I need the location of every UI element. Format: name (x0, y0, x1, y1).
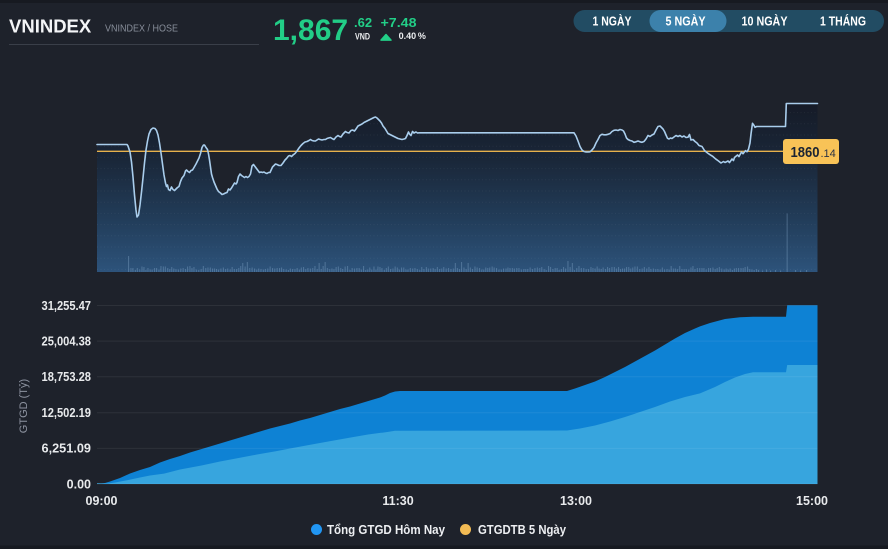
svg-text:1,867: 1,867 (273, 14, 348, 47)
svg-text:Tổng GTGD Hôm Nay: Tổng GTGD Hôm Nay (327, 522, 446, 537)
svg-text:VNINDEX / HOSE: VNINDEX / HOSE (105, 23, 178, 35)
svg-text:.14: .14 (821, 148, 836, 160)
svg-text:1 NGÀY: 1 NGÀY (593, 14, 633, 29)
svg-text:12,502.19: 12,502.19 (42, 406, 92, 420)
svg-text:15:00: 15:00 (796, 494, 828, 508)
svg-text:25,004.38: 25,004.38 (42, 334, 92, 348)
svg-text:.62: .62 (354, 15, 372, 30)
svg-text:+7.48: +7.48 (381, 15, 417, 30)
svg-text:VND: VND (355, 32, 370, 43)
svg-text:0.00: 0.00 (67, 477, 91, 491)
svg-text:5 NGÀY: 5 NGÀY (666, 14, 707, 29)
svg-text:31,255.47: 31,255.47 (42, 299, 92, 313)
svg-text:10 NGÀY: 10 NGÀY (742, 14, 789, 29)
svg-text:GTGDTB 5 Ngày: GTGDTB 5 Ngày (478, 522, 567, 537)
svg-text:13:00: 13:00 (560, 494, 592, 508)
svg-text:VNINDEX: VNINDEX (9, 16, 92, 37)
svg-text:0.40 %: 0.40 % (399, 31, 426, 41)
svg-text:1 THÁNG: 1 THÁNG (820, 14, 866, 29)
svg-text:11:30: 11:30 (382, 494, 413, 508)
svg-text:18,753.28: 18,753.28 (42, 370, 92, 384)
svg-text:6,251.09: 6,251.09 (42, 442, 92, 456)
svg-text:1860: 1860 (791, 144, 820, 161)
svg-text:09:00: 09:00 (86, 494, 118, 508)
svg-text:GTGD (Tỷ): GTGD (Tỷ) (18, 379, 30, 433)
